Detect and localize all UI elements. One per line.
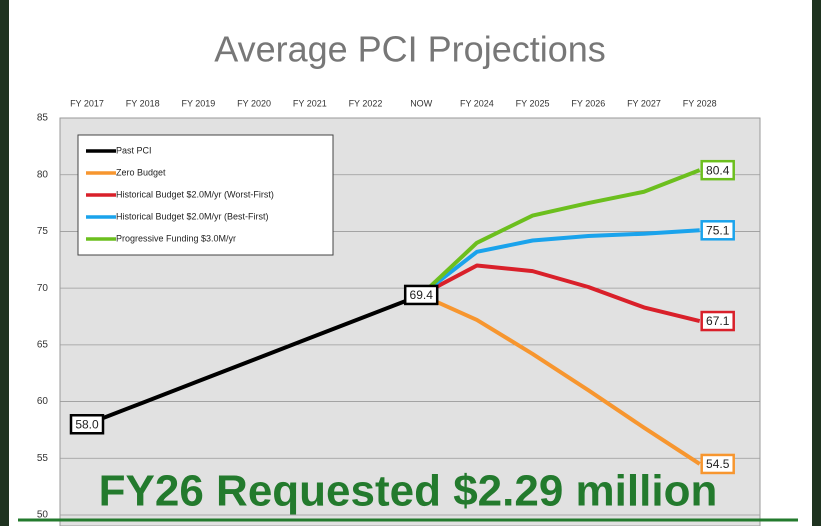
value-label: 67.1 <box>706 314 730 328</box>
x-tick-label: FY 2027 <box>627 98 661 108</box>
series-line <box>86 293 422 427</box>
legend-label: Historical Budget $2.0M/yr (Worst-First) <box>116 189 274 199</box>
legend-box <box>77 134 334 256</box>
x-tick-label: NOW <box>410 98 433 108</box>
series-line <box>420 293 701 466</box>
banner: FY26 Requested $2.29 million <box>99 467 718 516</box>
value-label-box <box>700 220 735 241</box>
value-label: 80.4 <box>706 163 730 177</box>
legend-label: Progressive Funding $3.0M/yr <box>116 233 236 243</box>
series-line <box>420 263 701 323</box>
y-tick-label: 50 <box>37 510 49 521</box>
value-label-box <box>403 284 439 306</box>
y-tick-label: 60 <box>37 396 49 407</box>
x-tick-label: FY 2017 <box>70 98 104 108</box>
value-label-box <box>700 453 735 475</box>
legend-label: Past PCI <box>116 145 152 155</box>
value-label-box <box>700 310 735 332</box>
x-tick-label: FY 2025 <box>516 98 550 108</box>
y-tick-label: 55 <box>37 453 49 464</box>
value-label-box <box>700 159 735 181</box>
value-label: 54.5 <box>706 457 730 471</box>
y-tick-label: 75 <box>37 226 49 237</box>
x-tick-label: FY 2020 <box>237 98 271 108</box>
y-tick-label: 85 <box>37 113 49 124</box>
y-tick-label: 70 <box>37 283 49 294</box>
series-line <box>419 228 700 297</box>
x-tick-label: FY 2024 <box>460 98 494 108</box>
series-line <box>419 168 701 297</box>
y-tick-label: 65 <box>37 339 49 350</box>
value-label: 75.1 <box>706 223 730 237</box>
value-label: 69.4 <box>410 288 434 302</box>
x-tick-label: FY 2022 <box>349 98 383 108</box>
x-tick-label: FY 2019 <box>181 98 215 108</box>
y-tick-label: 80 <box>37 169 49 180</box>
x-tick-label: FY 2028 <box>683 98 717 108</box>
legend-label: Zero Budget <box>116 167 166 177</box>
value-label-box <box>69 414 105 435</box>
value-label: 58.0 <box>75 417 99 431</box>
x-tick-label: FY 2018 <box>126 98 160 108</box>
legend-label: Historical Budget $2.0M/yr (Best-First) <box>116 211 269 221</box>
x-tick-label: FY 2021 <box>293 98 327 108</box>
x-tick-label: FY 2026 <box>571 98 605 108</box>
chart-title: Average PCI Projections <box>214 29 606 70</box>
